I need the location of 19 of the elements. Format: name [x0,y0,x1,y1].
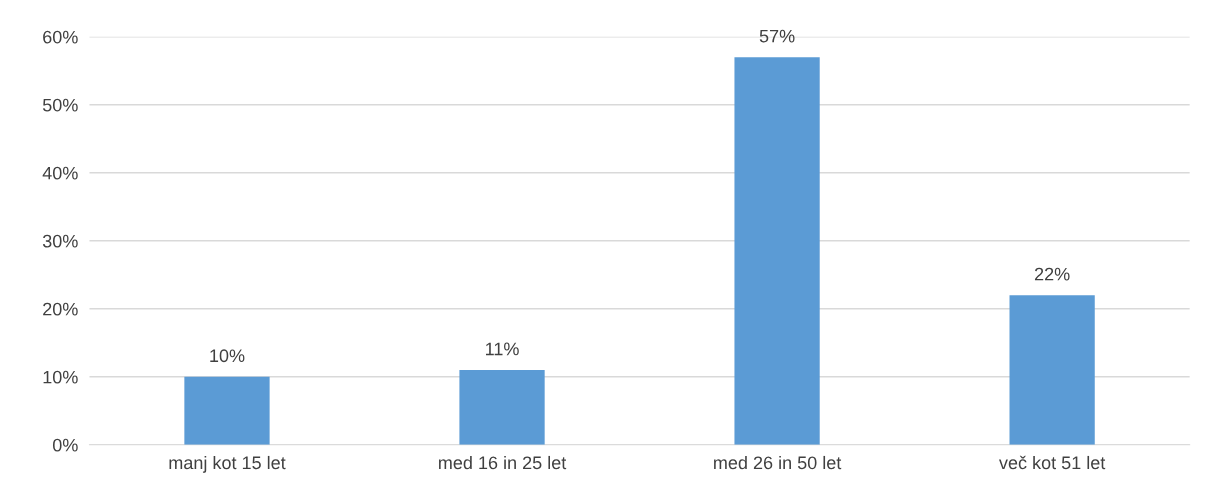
bar [1009,295,1095,445]
data-label: 22% [1034,267,1070,281]
x-tick-label: več kot 51 let [999,455,1106,470]
bar [184,376,270,445]
data-label: 10% [210,349,245,363]
y-tick-label: 50% [42,98,78,112]
y-tick-label: 60% [43,30,78,44]
x-tick-label: manj kot 15 let [169,455,286,473]
y-tick-label: 40% [42,166,78,180]
x-tick-label: med 26 in 50 let [714,455,842,470]
x-tick-label: med 16 in 25 let [439,455,567,470]
y-tick-label: 10% [43,370,78,384]
data-label: 57% [759,29,795,43]
bar [734,57,820,445]
y-tick-label: 20% [43,302,78,316]
y-tick-label: 30% [42,234,78,248]
data-label: 11% [486,342,519,356]
y-tick-label: 0% [52,438,78,452]
bar [459,370,545,445]
